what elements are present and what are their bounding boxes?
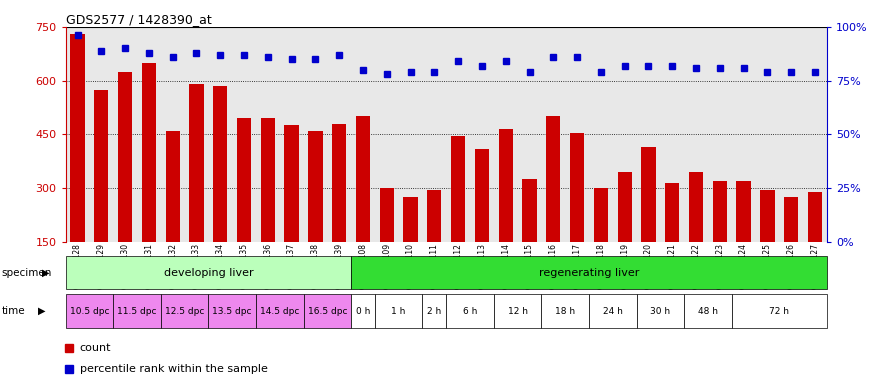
Text: 11.5 dpc: 11.5 dpc	[117, 306, 157, 316]
Text: count: count	[80, 343, 111, 353]
Bar	[374, 295, 423, 328]
Bar	[256, 295, 304, 328]
Text: 13.5 dpc: 13.5 dpc	[213, 306, 252, 316]
Text: specimen: specimen	[2, 268, 52, 278]
Text: 72 h: 72 h	[769, 306, 789, 316]
Text: 6 h: 6 h	[463, 306, 477, 316]
Bar	[760, 190, 774, 242]
Bar	[261, 118, 275, 242]
Bar	[446, 295, 493, 328]
Bar	[237, 118, 251, 242]
Bar	[493, 295, 542, 328]
Bar	[594, 188, 608, 242]
Bar	[451, 136, 466, 242]
Bar	[570, 132, 584, 242]
Bar	[427, 190, 442, 242]
Text: 2 h: 2 h	[427, 306, 442, 316]
Bar	[684, 295, 732, 328]
Bar	[70, 34, 85, 242]
Text: 16.5 dpc: 16.5 dpc	[307, 306, 347, 316]
Bar	[118, 72, 132, 242]
Bar	[208, 295, 256, 328]
Text: GDS2577 / 1428390_at: GDS2577 / 1428390_at	[66, 13, 212, 26]
Bar	[423, 295, 446, 328]
Bar	[522, 179, 536, 242]
Bar	[332, 124, 346, 242]
Text: 48 h: 48 h	[698, 306, 717, 316]
Text: ▶: ▶	[42, 268, 50, 278]
Bar	[308, 131, 323, 242]
Bar	[142, 63, 156, 242]
Text: ▶: ▶	[38, 306, 46, 316]
Bar	[356, 116, 370, 242]
Bar	[784, 197, 798, 242]
Text: 0 h: 0 h	[356, 306, 370, 316]
Bar	[161, 295, 208, 328]
Text: regenerating liver: regenerating liver	[539, 268, 639, 278]
Bar	[165, 131, 180, 242]
Bar	[737, 181, 751, 242]
Bar	[113, 295, 161, 328]
Bar	[475, 149, 489, 242]
Text: 12 h: 12 h	[507, 306, 528, 316]
Text: 1 h: 1 h	[391, 306, 406, 316]
Text: 30 h: 30 h	[650, 306, 670, 316]
Bar	[189, 84, 204, 242]
Bar	[618, 172, 632, 242]
Bar	[589, 295, 637, 328]
Text: percentile rank within the sample: percentile rank within the sample	[80, 364, 268, 374]
Bar	[542, 295, 589, 328]
Bar	[546, 116, 561, 242]
Bar	[499, 129, 513, 242]
Bar	[713, 181, 727, 242]
Bar	[808, 192, 822, 242]
Bar	[637, 295, 684, 328]
Text: time: time	[2, 306, 25, 316]
Bar	[689, 172, 704, 242]
Bar	[66, 256, 351, 289]
Bar	[380, 188, 394, 242]
Bar	[214, 86, 228, 242]
Text: 18 h: 18 h	[555, 306, 575, 316]
Bar	[66, 295, 113, 328]
Bar	[732, 295, 827, 328]
Bar	[641, 147, 655, 242]
Bar	[351, 295, 374, 328]
Bar	[284, 126, 298, 242]
Text: 10.5 dpc: 10.5 dpc	[70, 306, 109, 316]
Bar	[94, 89, 108, 242]
Bar	[351, 256, 827, 289]
Bar	[304, 295, 351, 328]
Bar	[403, 197, 417, 242]
Text: developing liver: developing liver	[164, 268, 253, 278]
Text: 14.5 dpc: 14.5 dpc	[260, 306, 299, 316]
Text: 24 h: 24 h	[603, 306, 623, 316]
Text: 12.5 dpc: 12.5 dpc	[164, 306, 204, 316]
Bar	[665, 183, 679, 242]
